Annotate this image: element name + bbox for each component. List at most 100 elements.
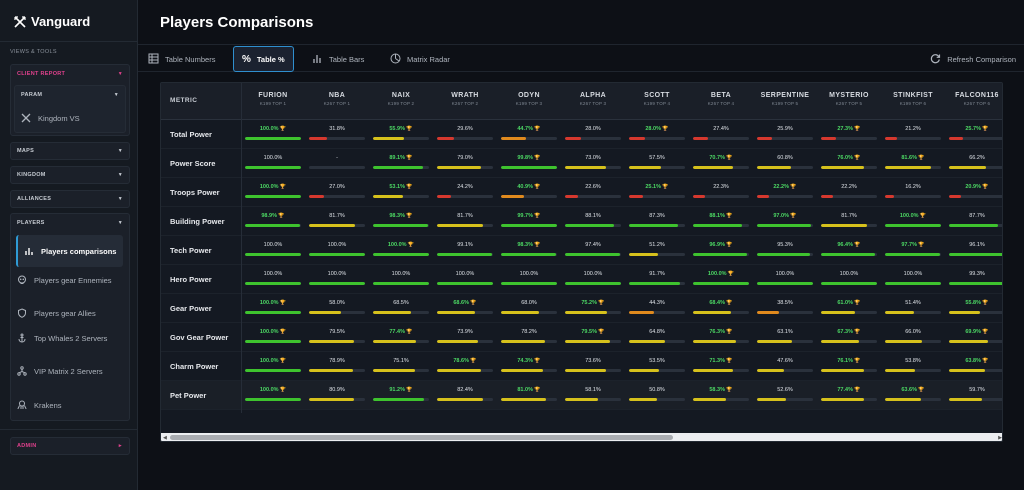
cell-progress-bar: [565, 224, 621, 227]
table-cell: 40.9%: [501, 184, 557, 202]
tab-label: Matrix Radar: [407, 54, 450, 64]
alliances-section[interactable]: ALLIANCES ▼: [10, 190, 130, 208]
cell-progress-bar: [757, 253, 813, 256]
cell-value: 89.1%: [373, 155, 429, 162]
cell-progress-bar: [245, 166, 301, 169]
cell-progress-bar: [245, 282, 301, 285]
cell-value: 79.5%: [565, 329, 621, 336]
players-section: PLAYERS ▼ Players comparisons Players gea…: [10, 213, 130, 421]
table-cell: 20.9%: [949, 184, 1002, 202]
cell-value: 100.0%: [245, 184, 301, 191]
table-cell: 28.0%: [565, 126, 621, 144]
table-cell: 76.3%: [693, 329, 749, 347]
cell-progress-bar: [821, 369, 877, 372]
tab-label: Table Bars: [329, 54, 365, 64]
sidebar-item-label: VIP Matrix 2 Servers: [34, 366, 103, 376]
cell-progress-bar: [629, 282, 685, 285]
sidebar-item-kingdom-vs[interactable]: Kingdom VS: [21, 113, 119, 123]
scrollbar-thumb[interactable]: [170, 435, 673, 440]
crossed-swords-icon: [14, 15, 26, 28]
column-header-beta[interactable]: BETA K267 TOP 4: [689, 92, 753, 108]
cell-progress-bar: [437, 253, 493, 256]
column-subtitle: K267 TOP 2: [451, 101, 479, 106]
cell-progress-fill: [245, 195, 301, 198]
table-cell: 98.9%: [245, 213, 301, 231]
param-header[interactable]: PARAM ▼: [21, 87, 119, 103]
sidebar-item-label: Players gear Ennemies: [34, 275, 112, 285]
cell-progress-fill: [245, 166, 301, 169]
cell-progress-fill: [821, 224, 867, 227]
table-cell: 82.4%: [437, 387, 493, 405]
admin-label: ADMIN: [17, 443, 37, 449]
tab-label: Table Numbers: [165, 54, 216, 64]
cell-progress-fill: [949, 311, 981, 314]
maps-section[interactable]: MAPS ▼: [10, 142, 130, 160]
column-header-scott[interactable]: SCOTT K199 TOP 4: [625, 92, 689, 108]
cell-progress-fill: [501, 253, 557, 256]
metric-name: Troops Power: [170, 188, 220, 197]
kingdom-section[interactable]: KINGDOM ▼: [10, 166, 130, 184]
brand[interactable]: Vanguard: [14, 14, 90, 29]
column-header-wrath[interactable]: WRATH K267 TOP 2: [433, 92, 497, 108]
cell-progress-fill: [565, 253, 620, 256]
cell-value: 77.4%: [373, 329, 429, 336]
cell-progress-fill: [565, 311, 608, 314]
cell-value: 27.0%: [329, 184, 345, 190]
sidebar-item-players-gear-allies[interactable]: Players gear Allies: [17, 308, 123, 318]
cell-value: 81.0%: [501, 387, 557, 394]
column-header-stinkfist[interactable]: STINKFIST K199 TOP 6: [881, 92, 945, 108]
refresh-label: Refresh Comparison: [947, 54, 1016, 64]
column-name: SCOTT: [644, 92, 670, 99]
column-name: NAIX: [391, 92, 411, 99]
cell-progress-bar: [373, 224, 429, 227]
cell-progress-bar: [373, 195, 429, 198]
tab-table-bars[interactable]: Table Bars: [304, 46, 372, 72]
percent-icon: %: [242, 53, 251, 65]
client-report-label: CLIENT REPORT: [17, 71, 66, 77]
column-header-alpha[interactable]: ALPHA K267 TOP 3: [561, 92, 625, 108]
cell-progress-fill: [949, 137, 964, 140]
cell-progress-fill: [245, 137, 301, 140]
sidebar-item-vip-matrix[interactable]: VIP Matrix 2 Servers: [17, 366, 123, 376]
column-header-mysterio[interactable]: MYSTERIO K267 TOP 5: [817, 92, 881, 108]
client-report-header[interactable]: CLIENT REPORT ▼: [17, 66, 123, 82]
column-header-odyn[interactable]: ODYN K199 TOP 3: [497, 92, 561, 108]
sidebar-item-players-gear-ennemies[interactable]: Players gear Ennemies: [17, 275, 123, 285]
tab-matrix-radar[interactable]: Matrix Radar: [382, 46, 458, 72]
horizontal-scrollbar[interactable]: ◀ ▶: [161, 433, 1002, 441]
column-header-naix[interactable]: NAIX K199 TOP 2: [369, 92, 433, 108]
table-cell: 55.8%: [949, 300, 1002, 318]
column-header-serpentine[interactable]: SERPENTINE K199 TOP 5: [753, 92, 817, 108]
cell-progress-fill: [693, 224, 743, 227]
column-header-furion[interactable]: FURION K199 TOP 1: [241, 92, 305, 108]
sidebar-item-krakens[interactable]: Krakens: [17, 400, 123, 410]
cell-value: 68.6%: [437, 300, 493, 307]
table-cell: 22.3%: [693, 184, 749, 202]
table-cell: 76.0%: [821, 155, 877, 173]
column-header-falcon116[interactable]: FALCON116 K267 TOP 6: [945, 92, 1002, 108]
sidebar-item-top-whales[interactable]: Top Whales 2 Servers: [17, 333, 123, 343]
players-header[interactable]: PLAYERS ▼: [17, 215, 123, 231]
cell-progress-bar: [373, 369, 429, 372]
cell-value: 66.0%: [905, 329, 921, 335]
sidebar-item-players-comparisons[interactable]: Players comparisons: [16, 235, 123, 267]
tab-table-percent[interactable]: % Table %: [233, 46, 294, 72]
table-cell: 100.0%: [565, 271, 621, 289]
cell-progress-bar: [501, 282, 557, 285]
cell-progress-bar: [437, 282, 493, 285]
table-icon: [148, 53, 159, 66]
table-cell: 63.6%: [885, 387, 941, 405]
table-cell: 100.0%: [245, 184, 301, 202]
cell-progress-fill: [693, 398, 726, 401]
cell-progress-fill: [629, 253, 658, 256]
tab-table-numbers[interactable]: Table Numbers: [140, 46, 223, 72]
cell-value: 78.2%: [521, 329, 537, 335]
cell-progress-fill: [245, 282, 301, 285]
column-header-nba[interactable]: NBA K267 TOP 1: [305, 92, 369, 108]
table-cell: 25.7%: [949, 126, 1002, 144]
cell-value: 99.8%: [501, 155, 557, 162]
admin-section[interactable]: ADMIN ►: [10, 437, 130, 455]
table-cell: 53.1%: [373, 184, 429, 202]
refresh-comparison-button[interactable]: Refresh Comparison: [930, 46, 1016, 72]
cell-progress-fill: [629, 166, 662, 169]
